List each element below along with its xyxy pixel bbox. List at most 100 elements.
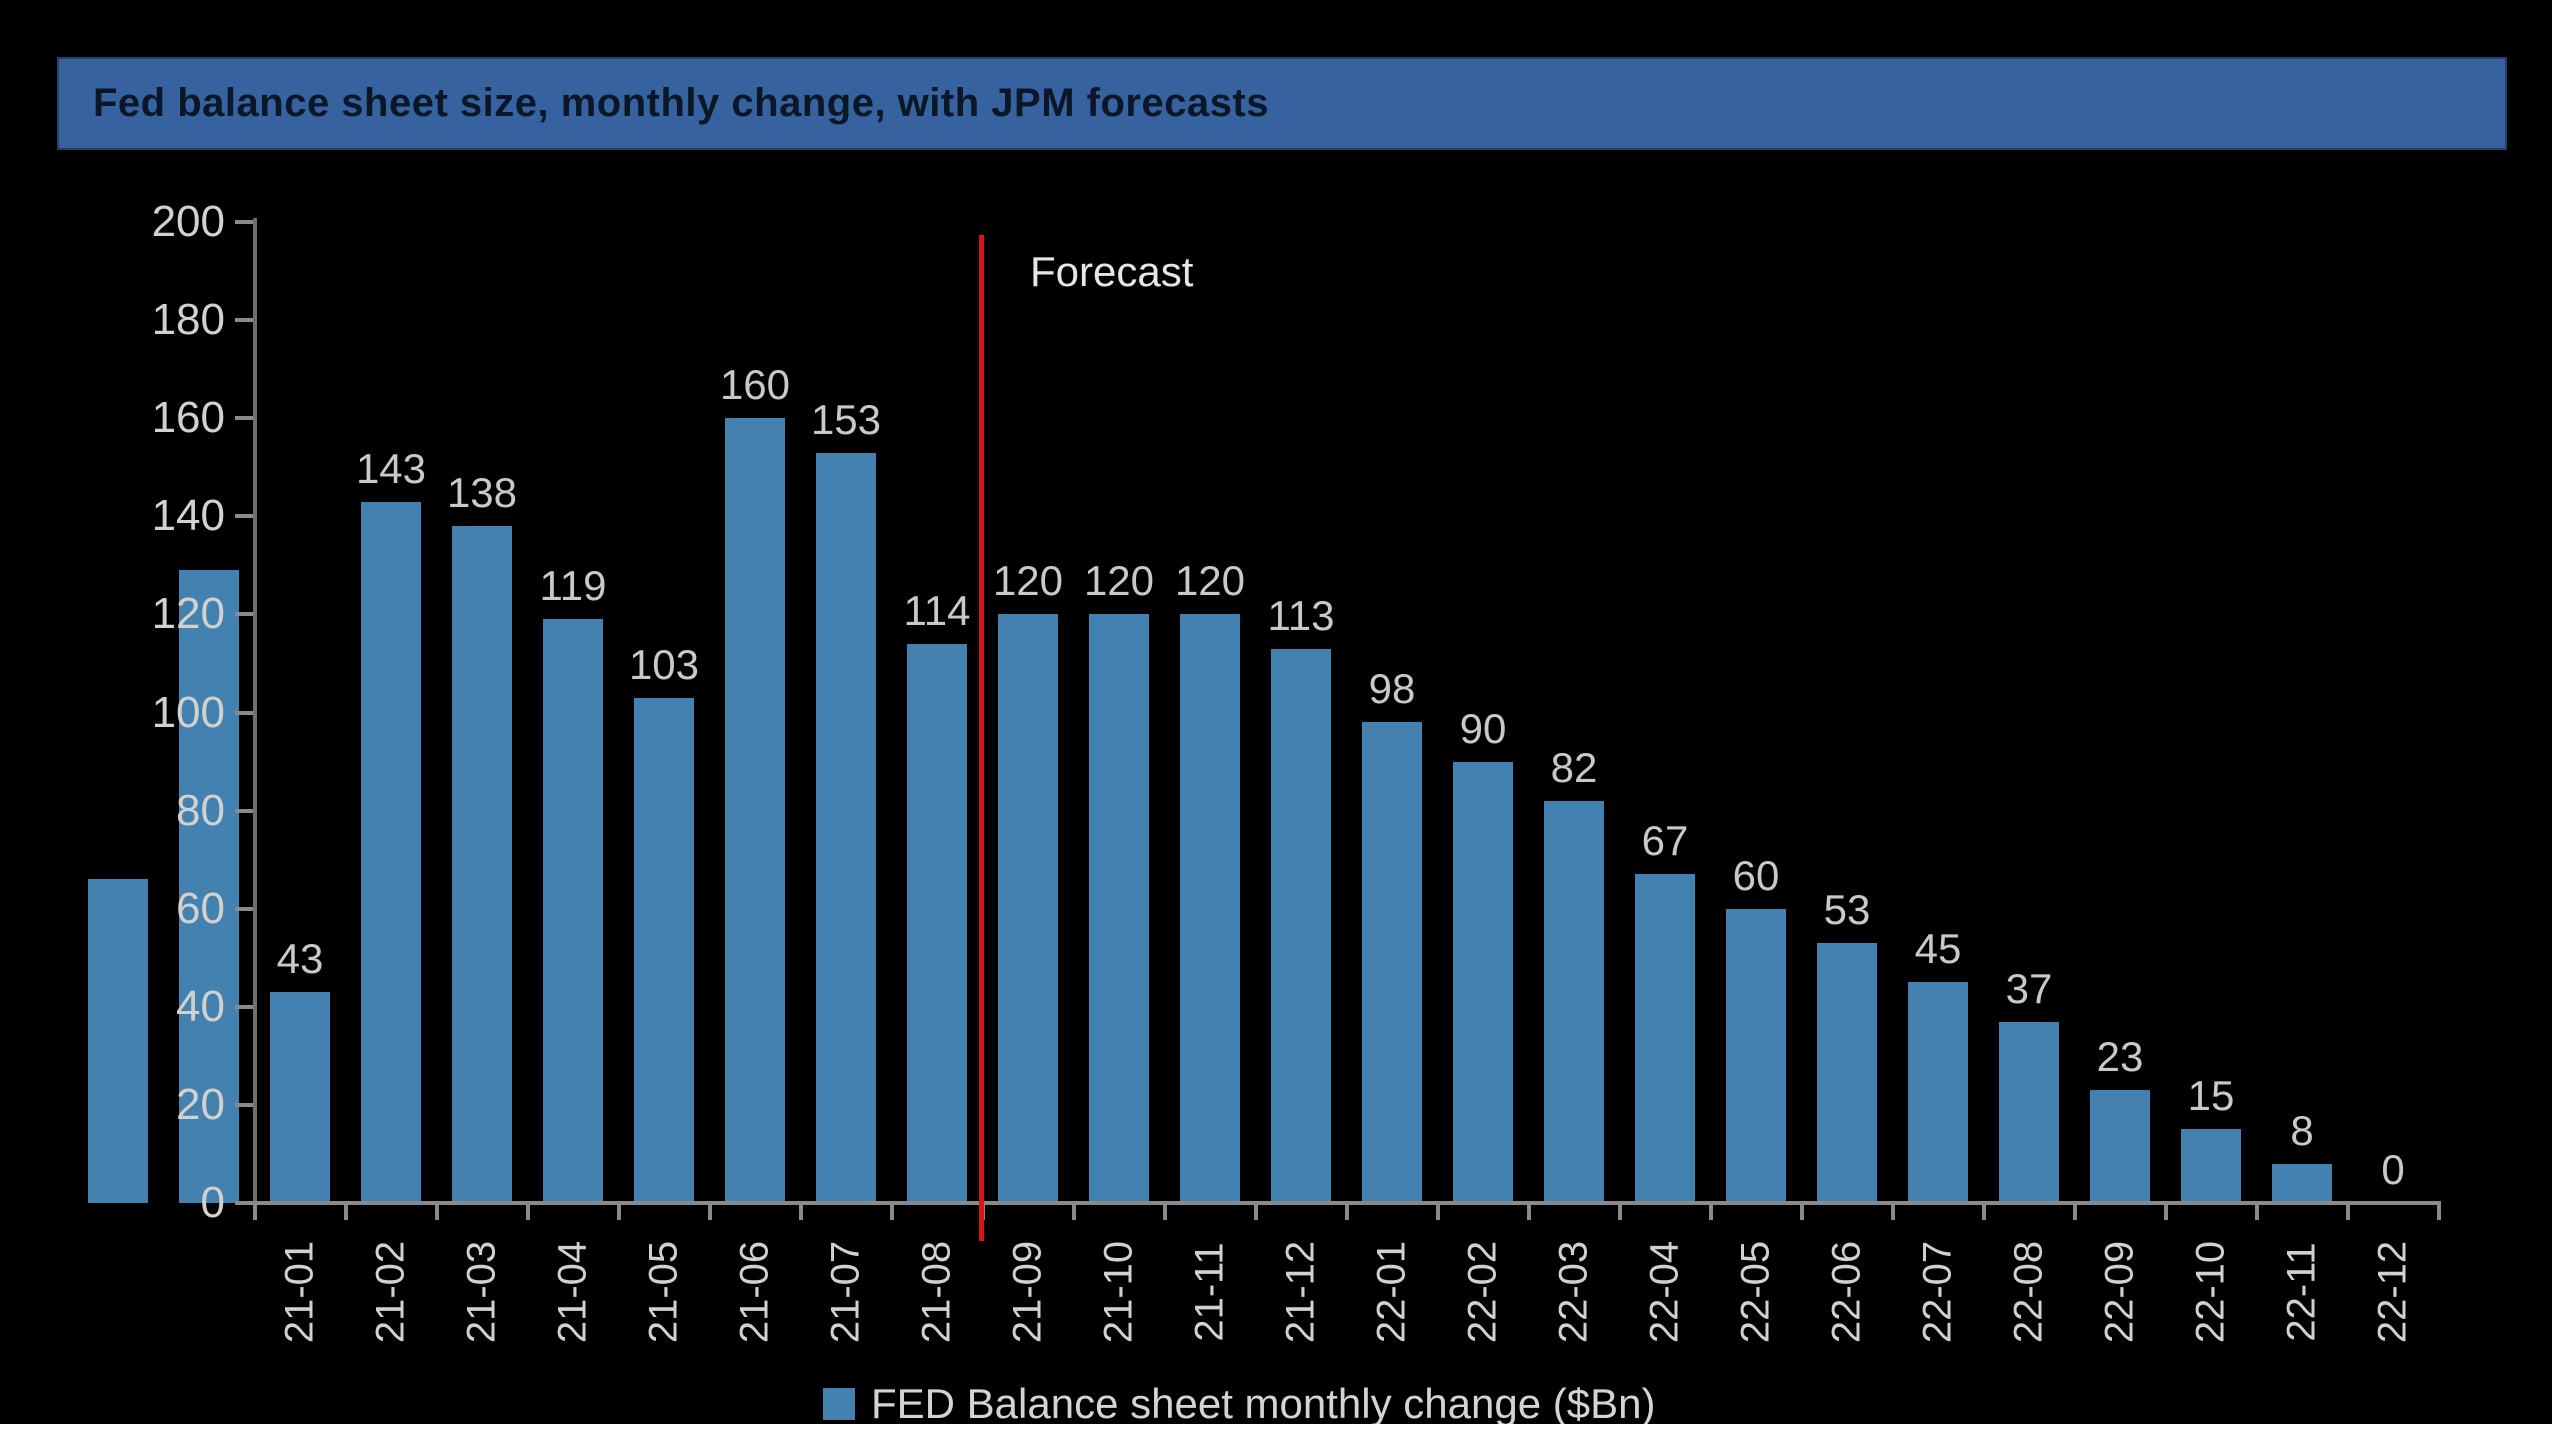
x-tick [1617,1204,1622,1220]
bar [998,614,1058,1203]
bar-value-label: 98 [1368,665,1416,713]
x-tick-label: 21-02 [368,1240,413,1344]
bar-value-label: 53 [1823,886,1871,934]
bar [1908,982,1968,1203]
bar [1362,722,1422,1203]
x-tick-label: 21-07 [823,1240,868,1344]
x-tick-label: 21-12 [1278,1240,1323,1344]
y-axis [253,218,257,1203]
y-tick [235,318,253,323]
bar-value-label: 60 [1732,851,1780,899]
bar [1726,908,1786,1203]
x-tick-label: 22-09 [2097,1240,2142,1344]
bar [361,501,421,1203]
bar [270,992,330,1203]
x-tick [1799,1204,1804,1220]
x-tick [2072,1204,2077,1220]
bar-value-label: 120 [1083,557,1155,605]
x-tick [1981,1204,1986,1220]
y-tick [235,1004,253,1009]
y-tick [235,906,253,911]
bar [2181,1129,2241,1203]
bar [1544,800,1604,1203]
y-tick [235,416,253,421]
x-tick [707,1204,712,1220]
bar-value-label: 160 [719,361,791,409]
bar [452,526,512,1203]
x-tick-label: 21-06 [732,1240,777,1344]
x-tick-label: 21-10 [1096,1240,1141,1344]
bar [2272,1163,2332,1203]
bar [1180,614,1240,1203]
bar-value-label: 0 [2381,1146,2405,1193]
y-tick [235,710,253,715]
y-tick-label: 20 [176,1079,225,1129]
y-tick-label: 0 [200,1178,225,1227]
x-tick [1708,1204,1713,1220]
bar-value-label: 43 [276,935,324,983]
x-tick [2163,1204,2168,1220]
y-tick-label: 40 [176,981,225,1031]
x-tick [343,1204,348,1220]
bar-value-label: 8 [2290,1106,2314,1154]
bar-value-label: 15 [2187,1072,2235,1120]
bar [1453,761,1513,1203]
y-tick-label: 60 [176,883,225,933]
legend: FED Balance sheet monthly change ($Bn) [823,1382,1655,1426]
x-tick-label: 22-05 [1733,1240,1778,1344]
y-tick [235,1201,253,1205]
y-tick-label: 100 [151,687,225,737]
x-tick [2345,1204,2350,1220]
x-tick-label: 21-09 [1005,1240,1050,1344]
bar [1635,874,1695,1203]
forecast-label: Forecast [1030,248,1194,295]
bar-value-label: 120 [1174,557,1246,605]
x-tick-label: 22-01 [1369,1240,1414,1344]
x-tick-label: 22-02 [1460,1240,1505,1344]
bar-value-label: 114 [903,586,971,634]
x-tick [2436,1204,2441,1220]
bar-value-label: 103 [628,640,700,688]
x-tick-label: 21-05 [641,1240,686,1344]
x-tick [1253,1204,1258,1220]
x-tick-label: 22-06 [1824,1240,1869,1344]
bar [2090,1090,2150,1203]
x-tick-label: 22-10 [2188,1240,2233,1344]
bottom-strip [0,1424,2552,1436]
y-tick [235,514,253,519]
bar [725,418,785,1203]
x-tick [798,1204,803,1220]
y-tick-label: 140 [151,491,225,541]
bar [907,643,967,1203]
x-tick-label: 22-12 [2370,1240,2415,1344]
x-tick-label: 21-03 [459,1240,504,1344]
x-tick [434,1204,439,1220]
x-tick [889,1204,894,1220]
bar [634,697,694,1203]
y-tick-label: 200 [151,197,225,246]
x-tick [1162,1204,1167,1220]
legend-swatch [823,1388,855,1420]
bar [1271,648,1331,1203]
x-tick-label: 21-11 [1187,1242,1232,1342]
x-tick [1344,1204,1349,1220]
bar-value-label: 45 [1914,925,1962,973]
x-tick [1526,1204,1531,1220]
y-tick [235,808,253,813]
x-tick-label: 21-04 [550,1240,595,1344]
bar-value-label: 90 [1459,704,1507,752]
x-tick-label: 22-04 [1642,1240,1687,1344]
bar-value-label: 143 [355,444,427,492]
y-tick-label: 120 [151,589,225,639]
x-tick [2254,1204,2259,1220]
bar [543,619,603,1203]
bar [88,879,148,1203]
bar [816,452,876,1203]
y-tick [235,1102,253,1107]
y-tick [235,612,253,617]
bar-value-label: 119 [539,562,607,610]
x-tick [1435,1204,1440,1220]
bar-value-label: 67 [1641,817,1689,865]
bar [1999,1021,2059,1203]
